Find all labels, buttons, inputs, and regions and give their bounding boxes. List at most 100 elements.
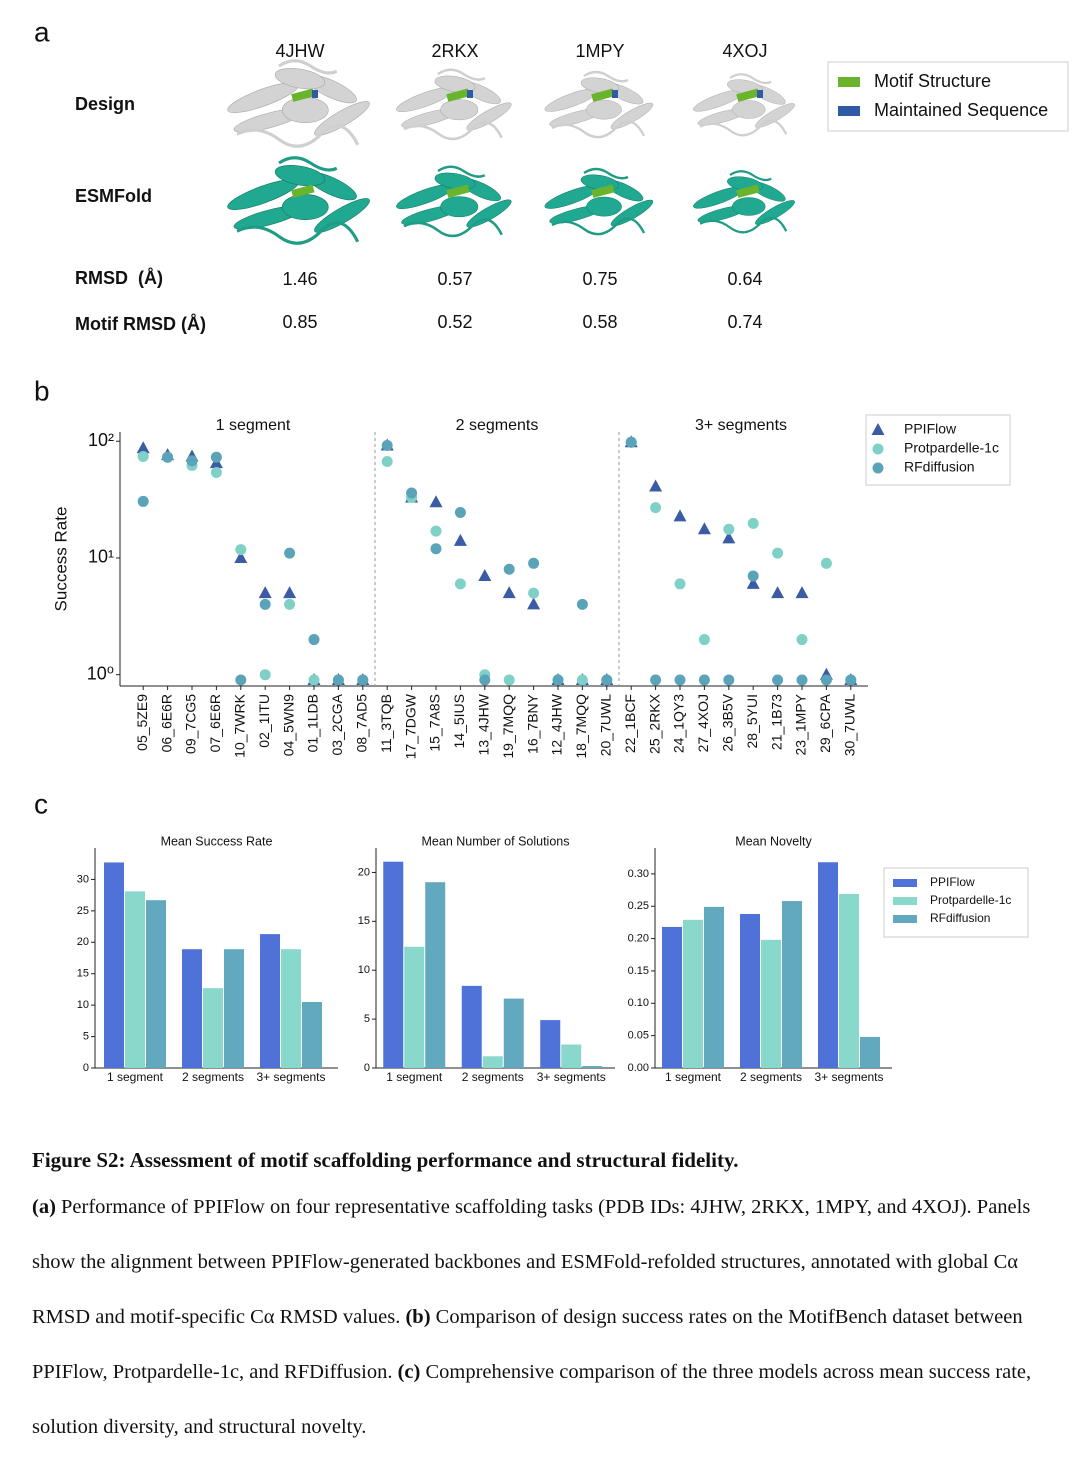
- bar: [662, 926, 682, 1068]
- motif-patch: [736, 184, 760, 198]
- marker: [746, 576, 760, 589]
- marker: [503, 674, 515, 686]
- y-tick-label: 0.30: [628, 868, 649, 880]
- marker: [357, 674, 369, 686]
- x-tick-label: 1 segment: [107, 1070, 164, 1084]
- y-tick-label: 0.20: [628, 932, 649, 944]
- x-tick-label: 18_7MQQ: [573, 694, 589, 759]
- design-structure: [392, 68, 516, 141]
- marker: [528, 557, 540, 569]
- marker: [771, 586, 785, 599]
- bar: [182, 949, 202, 1068]
- bar: [302, 1002, 322, 1068]
- marker: [381, 439, 393, 451]
- x-tick-label: 29_6CPA: [817, 693, 833, 753]
- caption-run: Comprehensive comparison of the three mo…: [32, 1361, 1032, 1438]
- legend-label: Protpardelle-1c: [930, 893, 1011, 907]
- legend-marker: [872, 462, 884, 474]
- marker: [698, 634, 710, 646]
- motif-patch: [291, 88, 315, 102]
- motif-patch: [736, 88, 760, 102]
- marker: [796, 634, 808, 646]
- rmsd: 0.75: [582, 269, 617, 289]
- motif-patch: [591, 184, 615, 198]
- x-tick-label: 3+ segments: [814, 1070, 883, 1084]
- bar: [203, 988, 223, 1068]
- y-tick-label: 5: [364, 1013, 370, 1025]
- bar: [683, 919, 703, 1068]
- x-tick-label: 3+ segments: [537, 1070, 606, 1084]
- marker: [723, 523, 735, 535]
- x-tick-label: 26_3B5V: [720, 693, 736, 751]
- x-tick-label: 23_1MPY: [793, 693, 809, 755]
- sequence-patch: [467, 90, 473, 98]
- legend-swatch: [838, 106, 860, 116]
- legend-box: [827, 61, 1069, 132]
- y-tick-label: 10: [358, 964, 370, 976]
- bar: [461, 985, 482, 1068]
- bar: [561, 1044, 582, 1068]
- y-tick-label: 15: [358, 915, 370, 927]
- legend-label: Motif Structure: [874, 71, 991, 91]
- x-tick-label: 2 segments: [462, 1070, 524, 1084]
- sequence-patch: [312, 90, 318, 98]
- chart-title: Mean Success Rate: [161, 834, 273, 848]
- motif-rmsd: 0.85: [282, 312, 317, 332]
- y-tick-label: 5: [83, 1030, 89, 1042]
- x-tick-label: 01_1LDB: [305, 694, 321, 752]
- x-tick-label: 2 segments: [182, 1070, 244, 1084]
- marker: [235, 674, 247, 686]
- x-tick-label: 24_1QY3: [671, 694, 687, 753]
- rmsd: 1.46: [282, 269, 317, 289]
- marker: [722, 531, 736, 544]
- marker: [845, 674, 857, 686]
- marker: [625, 436, 637, 448]
- legend-swatch: [838, 77, 860, 87]
- marker: [697, 522, 711, 535]
- column-header: 4XOJ: [722, 41, 767, 61]
- design-structure: [541, 70, 657, 139]
- marker: [210, 451, 222, 463]
- bar: [782, 901, 802, 1068]
- y-tick-label: 15: [77, 968, 89, 980]
- x-tick-label: 04_5WN9: [280, 694, 296, 756]
- row-label: Motif RMSD (Å): [75, 314, 206, 334]
- marker: [406, 487, 418, 499]
- marker: [552, 674, 564, 686]
- x-tick-label: 28_5YUI: [744, 694, 760, 748]
- x-tick-label: 12_4JHW: [549, 693, 565, 755]
- design-structure: [690, 73, 799, 137]
- marker: [527, 597, 541, 610]
- marker: [650, 674, 662, 686]
- bar: [482, 1056, 503, 1068]
- column-header: 1MPY: [575, 41, 624, 61]
- marker: [234, 550, 248, 563]
- panel-label: c: [34, 788, 48, 819]
- y-tick-label: 30: [77, 873, 89, 885]
- x-tick-label: 17_7DGW: [402, 693, 418, 759]
- legend-swatch: [893, 879, 917, 887]
- marker: [601, 674, 613, 686]
- marker: [284, 547, 296, 559]
- bar: [404, 946, 425, 1068]
- esmfold-structure: [392, 165, 516, 238]
- bar: [740, 914, 760, 1068]
- y-tick-label: 0.00: [628, 1062, 649, 1074]
- marker: [210, 466, 222, 478]
- row-label: ESMFold: [75, 186, 152, 206]
- x-tick-label: 10_7WRK: [232, 693, 248, 757]
- marker: [747, 570, 759, 582]
- caption-run: Comparison of design success rates on th…: [32, 1306, 1023, 1383]
- sequence-patch: [757, 90, 763, 98]
- y-tick-label: 10⁰: [87, 663, 114, 683]
- y-tick-label: 0: [364, 1062, 370, 1074]
- bar: [540, 1020, 561, 1068]
- marker: [453, 533, 467, 546]
- marker: [332, 674, 344, 686]
- bar: [281, 949, 301, 1068]
- panel-label: a: [34, 16, 50, 47]
- esmfold-structure: [223, 156, 375, 245]
- x-tick-label: 22_1BCF: [622, 694, 638, 753]
- marker: [136, 441, 150, 454]
- segment-label: 1 segment: [216, 417, 291, 434]
